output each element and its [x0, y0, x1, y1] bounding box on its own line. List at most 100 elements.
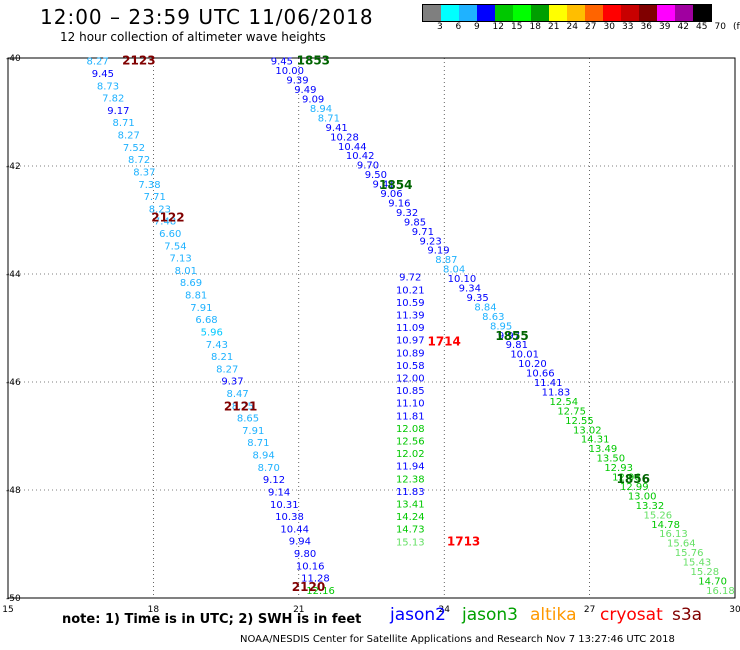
legend-label: 24 [566, 22, 578, 32]
legend-label: 18 [529, 22, 541, 32]
legend-swatch [441, 5, 459, 21]
swh-value: 8.27 [118, 131, 140, 142]
swh-value: 9.14 [268, 487, 290, 498]
swh-value: 9.16 [388, 198, 410, 209]
swh-value: 10.44 [280, 524, 309, 535]
swh-value: 12.99 [620, 482, 649, 493]
swh-value: 8.94 [310, 104, 332, 115]
swh-value: 10.59 [396, 298, 425, 309]
pass-label: 1855 [495, 329, 528, 343]
color-legend [422, 4, 712, 22]
swh-value: 14.24 [396, 512, 425, 523]
swh-value: 8.70 [258, 463, 280, 474]
credit-line: NOAA/NESDIS Center for Satellite Applica… [240, 634, 675, 645]
legend-swatch [567, 5, 585, 21]
swh-value: 9.85 [404, 217, 426, 228]
swh-value: 15.76 [675, 548, 704, 559]
swh-value: 11.10 [396, 399, 425, 410]
satellite-s3a-label: s3a [672, 605, 703, 625]
legend-swatch [423, 5, 441, 21]
swh-value: 7.82 [102, 94, 124, 105]
swh-value: 10.16 [296, 561, 325, 572]
lat-tick-label: -48 [6, 486, 21, 496]
lon-tick-label: 15 [2, 605, 13, 615]
satellite-jason2-label: jason2 [390, 605, 446, 625]
swh-value: 15.26 [643, 510, 672, 521]
swh-value: 9.12 [263, 475, 285, 486]
swh-value: 10.10 [448, 274, 477, 285]
swh-value: 10.01 [510, 350, 539, 361]
lon-tick-label: 21 [293, 605, 304, 615]
legend-swatch [549, 5, 567, 21]
swh-value: 9.72 [399, 273, 421, 284]
swh-value: 7.38 [138, 180, 160, 191]
swh-value: 9.94 [289, 537, 311, 548]
satellite-altika-label: altika [530, 605, 577, 625]
swh-value: 8.81 [185, 291, 207, 302]
legend-label: 21 [548, 22, 560, 32]
swh-value: 12.56 [396, 437, 425, 448]
swh-value: 7.54 [164, 241, 186, 252]
swh-value: 12.96 [612, 473, 641, 484]
swh-value: 8.23 [149, 204, 171, 215]
swh-value: 14.78 [651, 520, 680, 531]
swh-value: 6.68 [195, 315, 217, 326]
legend-swatch [477, 5, 495, 21]
legend-label: 3 [437, 22, 443, 32]
lon-tick-label: 27 [584, 605, 595, 615]
lat-tick-label: -40 [6, 54, 21, 64]
swh-value: 11.94 [396, 462, 425, 473]
swh-value: 10.66 [526, 369, 555, 380]
swh-value: 8.37 [133, 167, 155, 178]
swh-value: 9.41 [373, 180, 395, 191]
swh-value: 13.02 [573, 425, 602, 436]
swh-value: 14.31 [581, 435, 610, 446]
swh-value: 8.47 [227, 389, 249, 400]
swh-value: 12.08 [396, 424, 425, 435]
swh-value: 8.27 [87, 57, 109, 68]
swh-value: 9.39 [286, 76, 308, 87]
lat-tick-label: -46 [6, 378, 21, 388]
swh-value: 13.50 [596, 454, 625, 465]
legend-swatch [531, 5, 549, 21]
legend-swatch [585, 5, 603, 21]
swh-value: 8.73 [97, 81, 119, 92]
swh-value: 8.71 [112, 118, 134, 129]
swh-value: 12.02 [396, 449, 425, 460]
legend-swatch [675, 5, 693, 21]
legend-label: 6 [455, 22, 462, 32]
swh-value: 10.42 [346, 151, 375, 162]
swh-value: 8.84 [474, 302, 496, 313]
swh-value: 15.28 [690, 567, 719, 578]
swh-value: 13.32 [636, 501, 665, 512]
swh-value: 5.96 [201, 327, 223, 338]
swh-value: 8.25 [232, 401, 254, 412]
swh-value: 9.19 [427, 246, 449, 257]
pass-label: 1853 [297, 54, 330, 68]
swh-value: 9.06 [380, 189, 402, 200]
swh-value: 10.38 [275, 512, 304, 523]
legend-swatch [639, 5, 657, 21]
swh-value: 7.71 [144, 192, 166, 203]
swh-value: 9.23 [420, 236, 442, 247]
swh-value: 12.54 [549, 397, 578, 408]
swh-value: 11.28 [301, 574, 330, 585]
swh-value: 8.04 [443, 265, 465, 276]
legend-swatch [513, 5, 531, 21]
swh-value: 9.50 [365, 170, 387, 181]
swh-value: 8.87 [435, 255, 457, 266]
swh-value: 11.83 [396, 487, 425, 498]
pass-label: 1714 [427, 335, 460, 349]
swh-value: 9.45 [271, 57, 293, 68]
pass-label: 1713 [447, 534, 480, 548]
swh-value: 9.41 [326, 123, 348, 134]
legend-label: 33 [622, 22, 634, 32]
legend-label: 39 [659, 22, 671, 32]
swh-value: 10.20 [518, 359, 547, 370]
satellite-cryosat-label: cryosat [600, 605, 663, 625]
swh-value: 9.17 [107, 106, 129, 117]
pass-label: 1854 [379, 178, 412, 192]
swh-value: 11.39 [396, 311, 425, 322]
footer-note: note: 1) Time is in UTC; 2) SWH is in fe… [62, 612, 362, 627]
swh-value: 7.43 [206, 340, 228, 351]
